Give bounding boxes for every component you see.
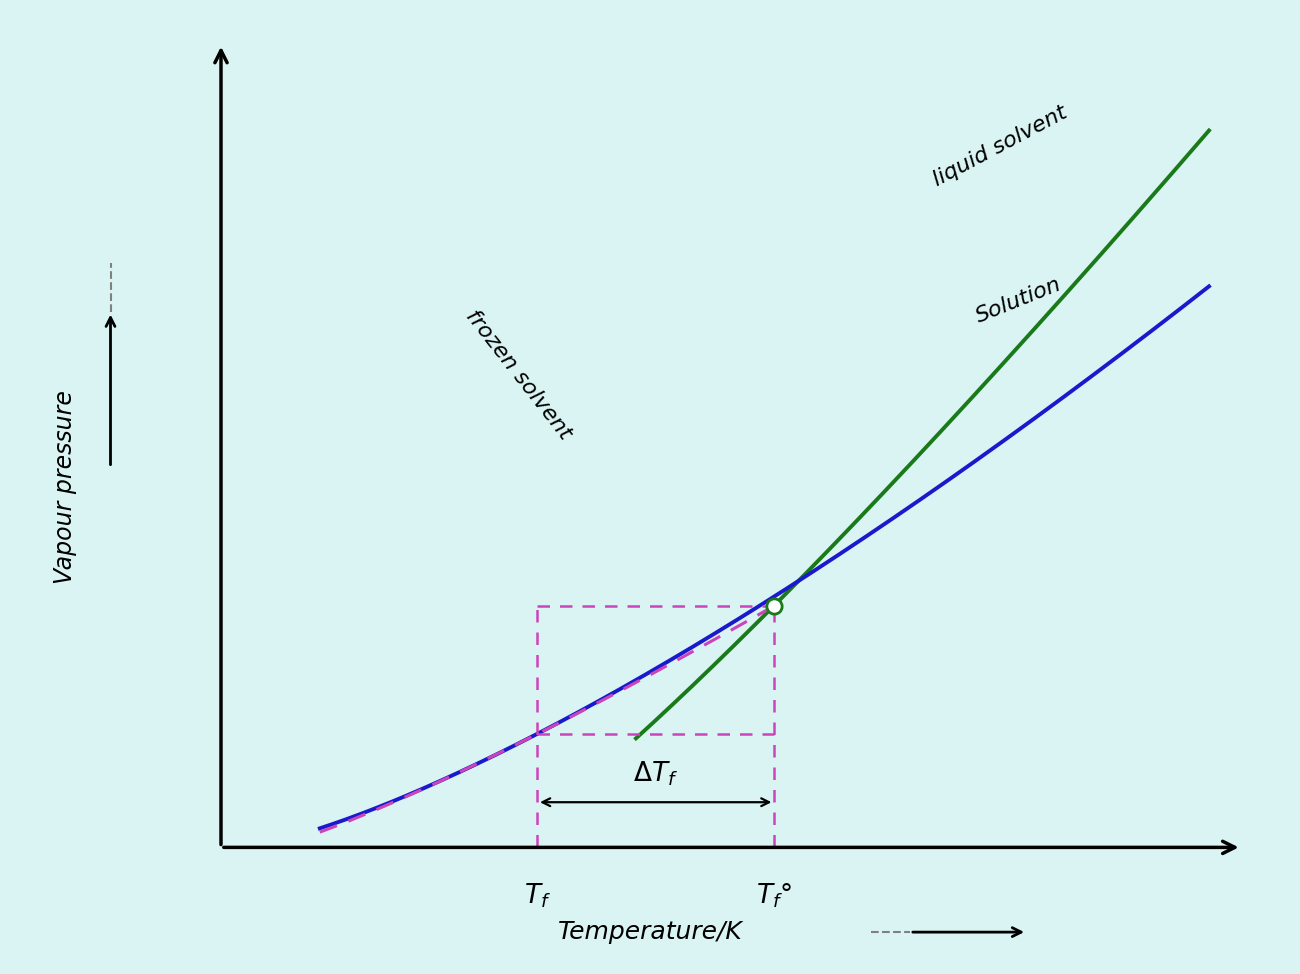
- Text: $T_f$: $T_f$: [524, 881, 551, 910]
- Text: liquid solvent: liquid solvent: [930, 102, 1070, 190]
- Text: Temperature/K: Temperature/K: [558, 920, 742, 944]
- Text: $T_f°$: $T_f°$: [757, 881, 792, 910]
- Text: Vapour pressure: Vapour pressure: [53, 390, 77, 584]
- Text: $\Delta T_f$: $\Delta T_f$: [633, 759, 679, 788]
- Text: Solution: Solution: [972, 274, 1063, 326]
- Text: frozen solvent: frozen solvent: [462, 306, 575, 443]
